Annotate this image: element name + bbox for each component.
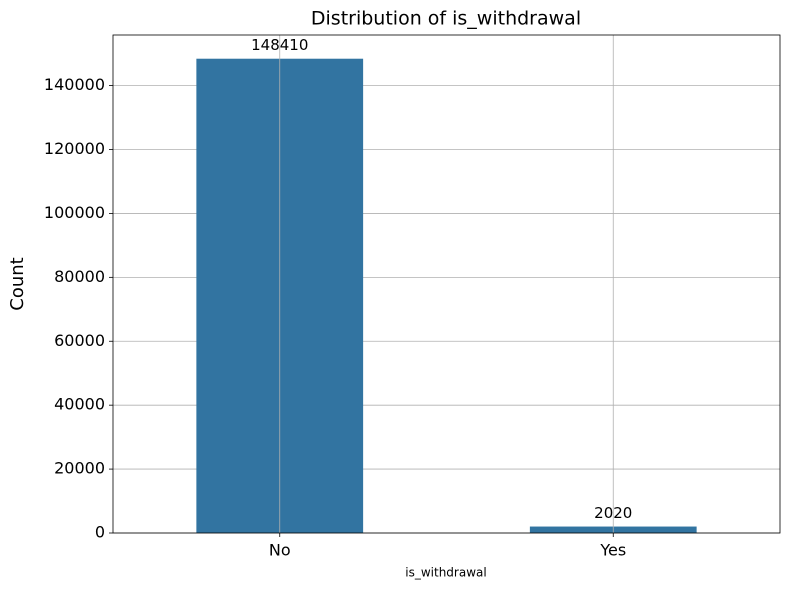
x-axis-label: is_withdrawal	[405, 566, 486, 580]
x-tick-label: No	[269, 541, 291, 560]
y-tick-label: 0	[95, 523, 105, 542]
plot-frame	[112, 34, 781, 534]
y-tick-label: 140000	[44, 75, 105, 94]
x-tick-label: Yes	[599, 541, 626, 560]
y-tick-label: 60000	[54, 331, 105, 350]
y-tick-label: 100000	[44, 203, 105, 222]
y-tick-label: 20000	[54, 459, 105, 478]
data-label: 2020	[594, 504, 632, 522]
y-tick-label: 40000	[54, 395, 105, 414]
y-tick-label: 80000	[54, 267, 105, 286]
y-tick-label: 120000	[44, 139, 105, 158]
y-axis-label: Count	[7, 257, 28, 310]
data-label: 148410	[251, 36, 308, 54]
chart-title: Distribution of is_withdrawal	[311, 8, 581, 30]
